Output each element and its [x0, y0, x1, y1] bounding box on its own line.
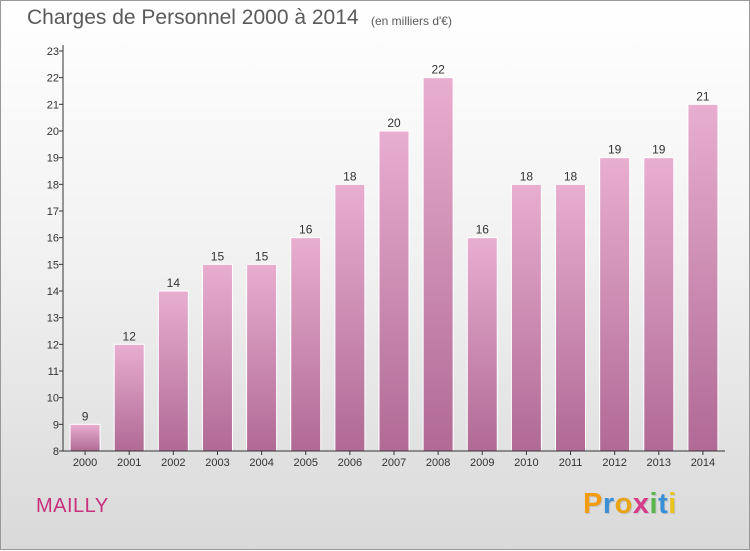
data-label-2011: 18 — [564, 169, 578, 183]
x-tick-label-2001: 2001 — [117, 457, 141, 469]
bars: 9 12 14 15 15 16 18 20 22 16 18 18 19 19 21 — [69, 63, 719, 452]
x-tick-label-2013: 2013 — [647, 457, 671, 469]
data-label-2000: 9 — [82, 409, 89, 423]
y-tick-label: 17 — [47, 206, 59, 218]
x-tick-label-2004: 2004 — [249, 457, 273, 469]
data-label-2007: 20 — [387, 116, 401, 130]
bar-2001 — [113, 343, 145, 452]
y-tick-label: 14 — [47, 286, 59, 298]
y-tick-label: 13 — [47, 313, 59, 325]
y-tick-label: 11 — [48, 366, 59, 378]
data-label-2002: 14 — [167, 276, 181, 290]
x-tick-label-2009: 2009 — [470, 457, 494, 469]
data-label-2006: 18 — [343, 169, 357, 183]
data-label-2004: 15 — [255, 249, 269, 263]
x-tick-label-2012: 2012 — [602, 457, 626, 469]
y-tick-label: 20 — [47, 126, 59, 138]
x-tick-label-2003: 2003 — [205, 457, 229, 469]
data-label-2001: 12 — [123, 329, 137, 343]
logo-letter: r — [602, 488, 615, 520]
data-label-2013: 19 — [652, 143, 666, 157]
commune-name: MAILLY — [36, 495, 109, 517]
bar-2006 — [334, 183, 366, 452]
x-tick-label-2000: 2000 — [73, 457, 97, 469]
y-tick-label: 10 — [47, 393, 59, 405]
data-label-2012: 19 — [608, 143, 622, 157]
x-tick-label-2014: 2014 — [691, 457, 715, 469]
y-tick-label: 23 — [47, 46, 59, 58]
y-tick-label: 8 — [53, 446, 59, 458]
data-label-2005: 16 — [299, 223, 313, 237]
y-tick-label: 18 — [47, 179, 59, 191]
bar-2007 — [378, 130, 410, 452]
bar-2003 — [201, 263, 233, 452]
logo-letter: t — [658, 488, 669, 520]
logo-letter: P — [583, 488, 603, 520]
bar-2002 — [157, 290, 189, 452]
data-label-2010: 18 — [520, 169, 534, 183]
y-tick-label: 21 — [47, 99, 59, 111]
unit-label: (en milliers d'€) — [371, 14, 452, 28]
x-tick-label-2008: 2008 — [426, 457, 450, 469]
y-tick-label: 19 — [47, 153, 59, 165]
bar-2013 — [643, 157, 675, 452]
x-tick-label-2010: 2010 — [514, 457, 538, 469]
x-tick-label-2002: 2002 — [161, 457, 185, 469]
x-tick-label-2005: 2005 — [293, 457, 317, 469]
logo-letter: i — [649, 488, 659, 520]
axes: 8 9 10 11 12 13 14 15 16 17 18 19 20 21 22 23 2000 2001 20… — [47, 45, 725, 469]
y-tick-label: 12 — [47, 339, 59, 351]
bar-2005 — [290, 237, 322, 452]
proxiti-logo: Proxiti — [583, 488, 677, 521]
logo-letter: x — [632, 488, 650, 520]
x-tick-label-2011: 2011 — [559, 457, 583, 469]
x-tick-label-2007: 2007 — [382, 457, 406, 469]
bar-2014 — [687, 103, 719, 452]
bar-2009 — [466, 237, 498, 452]
y-tick-label: 22 — [47, 73, 59, 85]
logo-letter: o — [614, 488, 633, 520]
bar-2012 — [599, 157, 631, 452]
bar-2004 — [246, 263, 278, 452]
data-label-2009: 16 — [476, 223, 490, 237]
x-tick-label-2006: 2006 — [338, 457, 362, 469]
bar-2008 — [422, 77, 454, 452]
bar-2000 — [69, 423, 101, 452]
bar-2011 — [555, 183, 587, 452]
y-tick-label: 9 — [53, 419, 59, 431]
data-label-2008: 22 — [431, 63, 445, 77]
bar-2010 — [510, 183, 542, 452]
chart-title: Charges de Personnel 2000 à 2014 — [27, 6, 359, 29]
data-label-2014: 21 — [696, 89, 710, 103]
logo-letter: i — [668, 488, 677, 520]
y-tick-label: 16 — [47, 233, 59, 245]
data-label-2003: 15 — [211, 249, 225, 263]
y-tick-label: 15 — [47, 259, 59, 271]
